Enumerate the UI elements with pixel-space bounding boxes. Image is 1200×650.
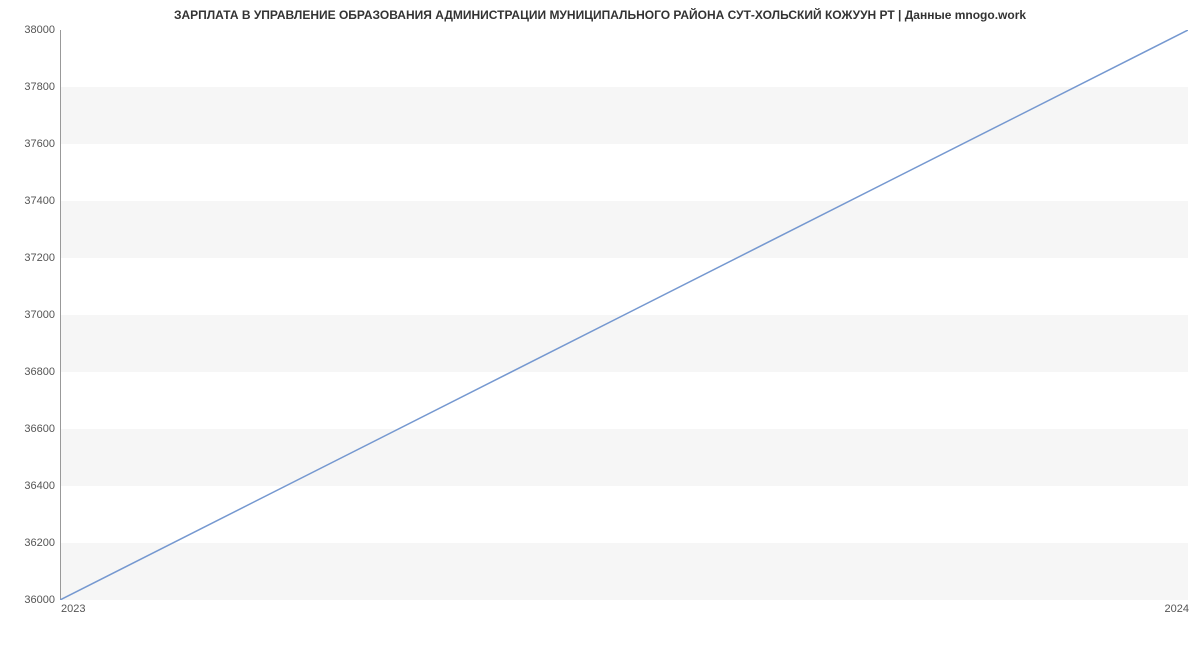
grid-band	[61, 429, 1188, 486]
x-tick-label: 2024	[1165, 603, 1189, 615]
grid-band	[61, 258, 1188, 315]
y-tick-label: 36000	[24, 594, 55, 606]
grid-band	[61, 486, 1188, 543]
grid-band	[61, 30, 1188, 87]
y-tick-label: 36800	[24, 366, 55, 378]
chart-title: ЗАРПЛАТА В УПРАВЛЕНИЕ ОБРАЗОВАНИЯ АДМИНИ…	[0, 0, 1200, 26]
y-tick-label: 37400	[24, 195, 55, 207]
grid-band	[61, 372, 1188, 429]
grid-band	[61, 144, 1188, 201]
y-tick-label: 37200	[24, 252, 55, 264]
chart-plot-area: 3600036200364003660036800370003720037400…	[60, 30, 1188, 600]
grid-band	[61, 315, 1188, 372]
grid-band	[61, 87, 1188, 144]
y-tick-label: 37800	[24, 81, 55, 93]
y-tick-label: 37000	[24, 309, 55, 321]
y-tick-label: 36400	[24, 480, 55, 492]
x-tick-label: 2023	[61, 603, 85, 615]
y-tick-label: 37600	[24, 138, 55, 150]
y-tick-label: 36200	[24, 537, 55, 549]
grid-band	[61, 201, 1188, 258]
y-tick-label: 36600	[24, 423, 55, 435]
y-tick-label: 38000	[24, 24, 55, 36]
grid-band	[61, 543, 1188, 600]
